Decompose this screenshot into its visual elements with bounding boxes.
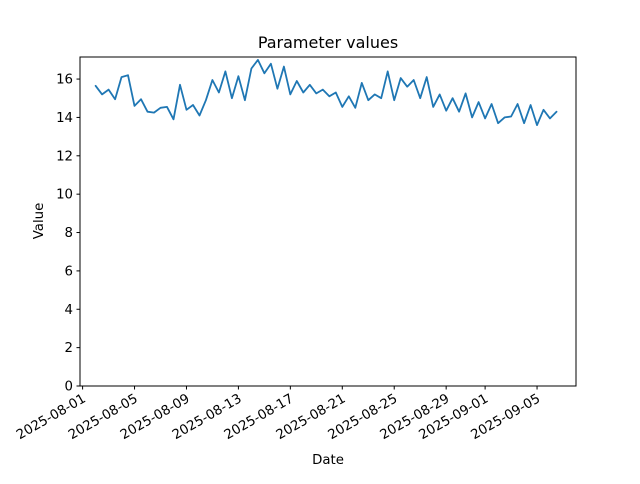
y-tick-label: 16 bbox=[56, 73, 73, 88]
data-line bbox=[94, 59, 558, 126]
x-axis-label: Date bbox=[312, 453, 344, 468]
chart-title: Parameter values bbox=[258, 33, 398, 52]
y-tick-label: 2 bbox=[65, 341, 73, 356]
y-tick-label: 0 bbox=[65, 380, 73, 395]
axes-frame bbox=[79, 56, 577, 387]
y-tick-label: 10 bbox=[56, 188, 73, 203]
y-axis: 0 2 4 6 8 10 12 14 16 bbox=[56, 73, 80, 395]
y-axis-label: Value bbox=[32, 203, 47, 240]
y-tick-label: 12 bbox=[56, 149, 73, 164]
plot-area: 0 2 4 6 8 10 12 14 16 2025-08-012025-08-052025-0… bbox=[14, 56, 577, 443]
y-tick-label: 4 bbox=[65, 303, 73, 318]
data-series-group bbox=[94, 59, 558, 126]
y-tick-label: 6 bbox=[65, 264, 73, 279]
x-axis: 2025-08-012025-08-052025-08-092025-08-13… bbox=[14, 386, 543, 443]
y-tick-label: 14 bbox=[56, 111, 73, 126]
y-tick-label: 8 bbox=[65, 226, 73, 241]
